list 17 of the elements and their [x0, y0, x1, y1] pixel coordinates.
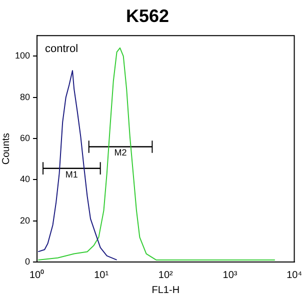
y-tick-label: 0 — [25, 256, 30, 266]
series-label: M2 — [114, 148, 127, 158]
series-label: M1 — [65, 169, 78, 180]
x-tick-label: 10³ — [222, 270, 238, 281]
y-tick-label: 40 — [20, 174, 30, 184]
x-tick-label: 10² — [158, 270, 174, 281]
y-axis-title: Counts — [0, 132, 12, 165]
x-tick-label: 10⁴ — [286, 270, 302, 281]
y-tick-label: 20 — [20, 215, 30, 226]
chart-title: K562 — [126, 6, 170, 26]
annotation: control — [45, 43, 78, 56]
y-tick-label: 60 — [20, 132, 30, 143]
x-tick-label: 10⁰ — [29, 268, 45, 281]
x-tick-label: 10¹ — [94, 270, 110, 281]
x-axis-title: FL1-H — [152, 284, 180, 296]
y-tick-label: 100 — [14, 50, 30, 61]
y-tick-label: 80 — [20, 92, 30, 102]
